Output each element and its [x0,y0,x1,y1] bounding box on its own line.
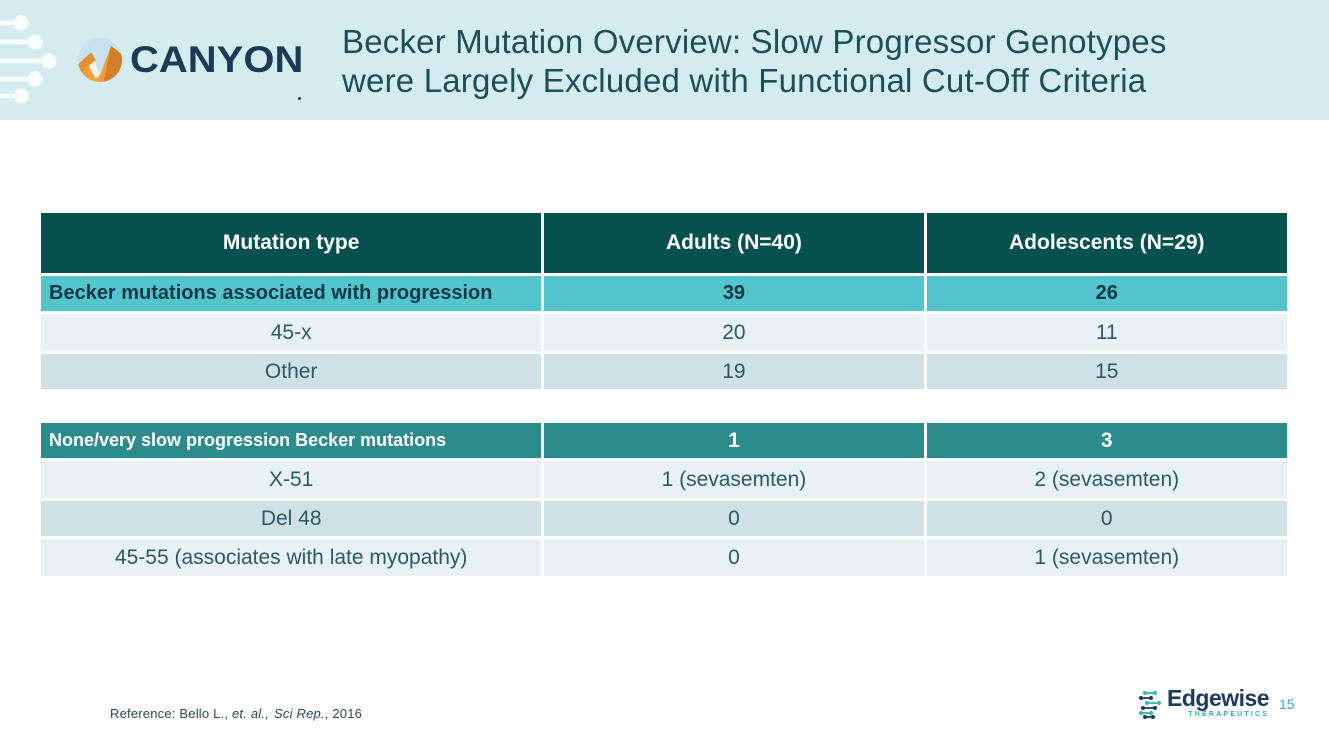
table-gap [38,392,1290,420]
row-label: Other [37,351,545,392]
circuit-decoration-icon [0,15,57,104]
mutation-table-progression: Mutation type Adults (N=40) Adolescents … [37,210,1291,392]
adolescents-value: 11 [923,311,1291,354]
adolescents-value: 2 (sevasemten) [923,458,1291,501]
mutation-table-slow-progression: None/very slow progression Becker mutati… [37,420,1291,579]
slide-title-line1: Becker Mutation Overview: Slow Progresso… [342,23,1167,60]
adults-value: 39 [541,273,927,314]
table-row-section-header: None/very slow progression Becker mutati… [37,420,1291,461]
table-row: 45-55 (associates with late myopathy) 0 … [37,536,1291,579]
row-label: None/very slow progression Becker mutati… [37,420,545,461]
row-label: 45-55 (associates with late myopathy) [37,536,545,579]
adolescents-value: 26 [923,273,1291,314]
column-header-adolescents: Adolescents (N=29) [923,210,1291,276]
row-label: Becker mutations associated with progres… [37,273,545,314]
table-row-section-header: Becker mutations associated with progres… [37,273,1291,314]
canyon-logo: CANYON [78,38,303,82]
reference-etal: et. al., [232,706,270,721]
adults-value: 1 (sevasemten) [541,458,927,501]
table-row: Del 48 0 0 [37,498,1291,539]
row-label: X-51 [37,458,545,501]
canyon-logo-icon [78,38,122,82]
slide-title: Becker Mutation Overview: Slow Progresso… [342,22,1302,100]
adolescents-value: 1 (sevasemten) [923,536,1291,579]
table-header-row: Mutation type Adults (N=40) Adolescents … [37,210,1291,276]
row-label: Del 48 [37,498,545,539]
adults-value: 0 [541,498,927,539]
reference-suffix: , 2016 [324,706,363,721]
adults-value: 0 [541,536,927,579]
reference-journal: Sci Rep. [274,706,325,721]
edgewise-brand-subtitle: THERAPEUTICS [1188,711,1270,718]
canyon-logo-text: CANYON [130,39,304,81]
adolescents-value: 0 [923,498,1291,539]
adolescents-value: 15 [923,351,1291,392]
slide-title-line2: were Largely Excluded with Functional Cu… [342,62,1147,99]
column-header-adults: Adults (N=40) [541,210,927,276]
row-label: 45-x [37,311,545,354]
mutation-tables: Mutation type Adults (N=40) Adolescents … [37,210,1291,579]
reference-prefix: Reference: Bello L., [110,706,232,721]
reference-citation: Reference: Bello L., et. al., Sci Rep., 2… [110,706,362,721]
adults-value: 20 [541,311,927,354]
page-number: 15 [1279,696,1295,712]
table-row: 45-x 20 11 [37,311,1291,354]
edgewise-logo: Edgewise THERAPEUTICS [1138,685,1270,726]
adults-value: 1 [541,420,927,461]
adolescents-value: 3 [923,420,1291,461]
column-header-mutation-type: Mutation type [37,210,545,276]
edgewise-logo-icon [1139,691,1161,719]
logo-period-dot [298,97,301,100]
edgewise-brand-name: Edgewise [1167,685,1270,711]
table-row: X-51 1 (sevasemten) 2 (sevasemten) [37,458,1291,501]
header-band: CANYON Becker Mutation Overview: Slow Pr… [0,0,1329,120]
adults-value: 19 [541,351,927,392]
table-row: Other 19 15 [37,351,1291,392]
edgewise-logo-text: Edgewise THERAPEUTICS [1167,685,1270,718]
